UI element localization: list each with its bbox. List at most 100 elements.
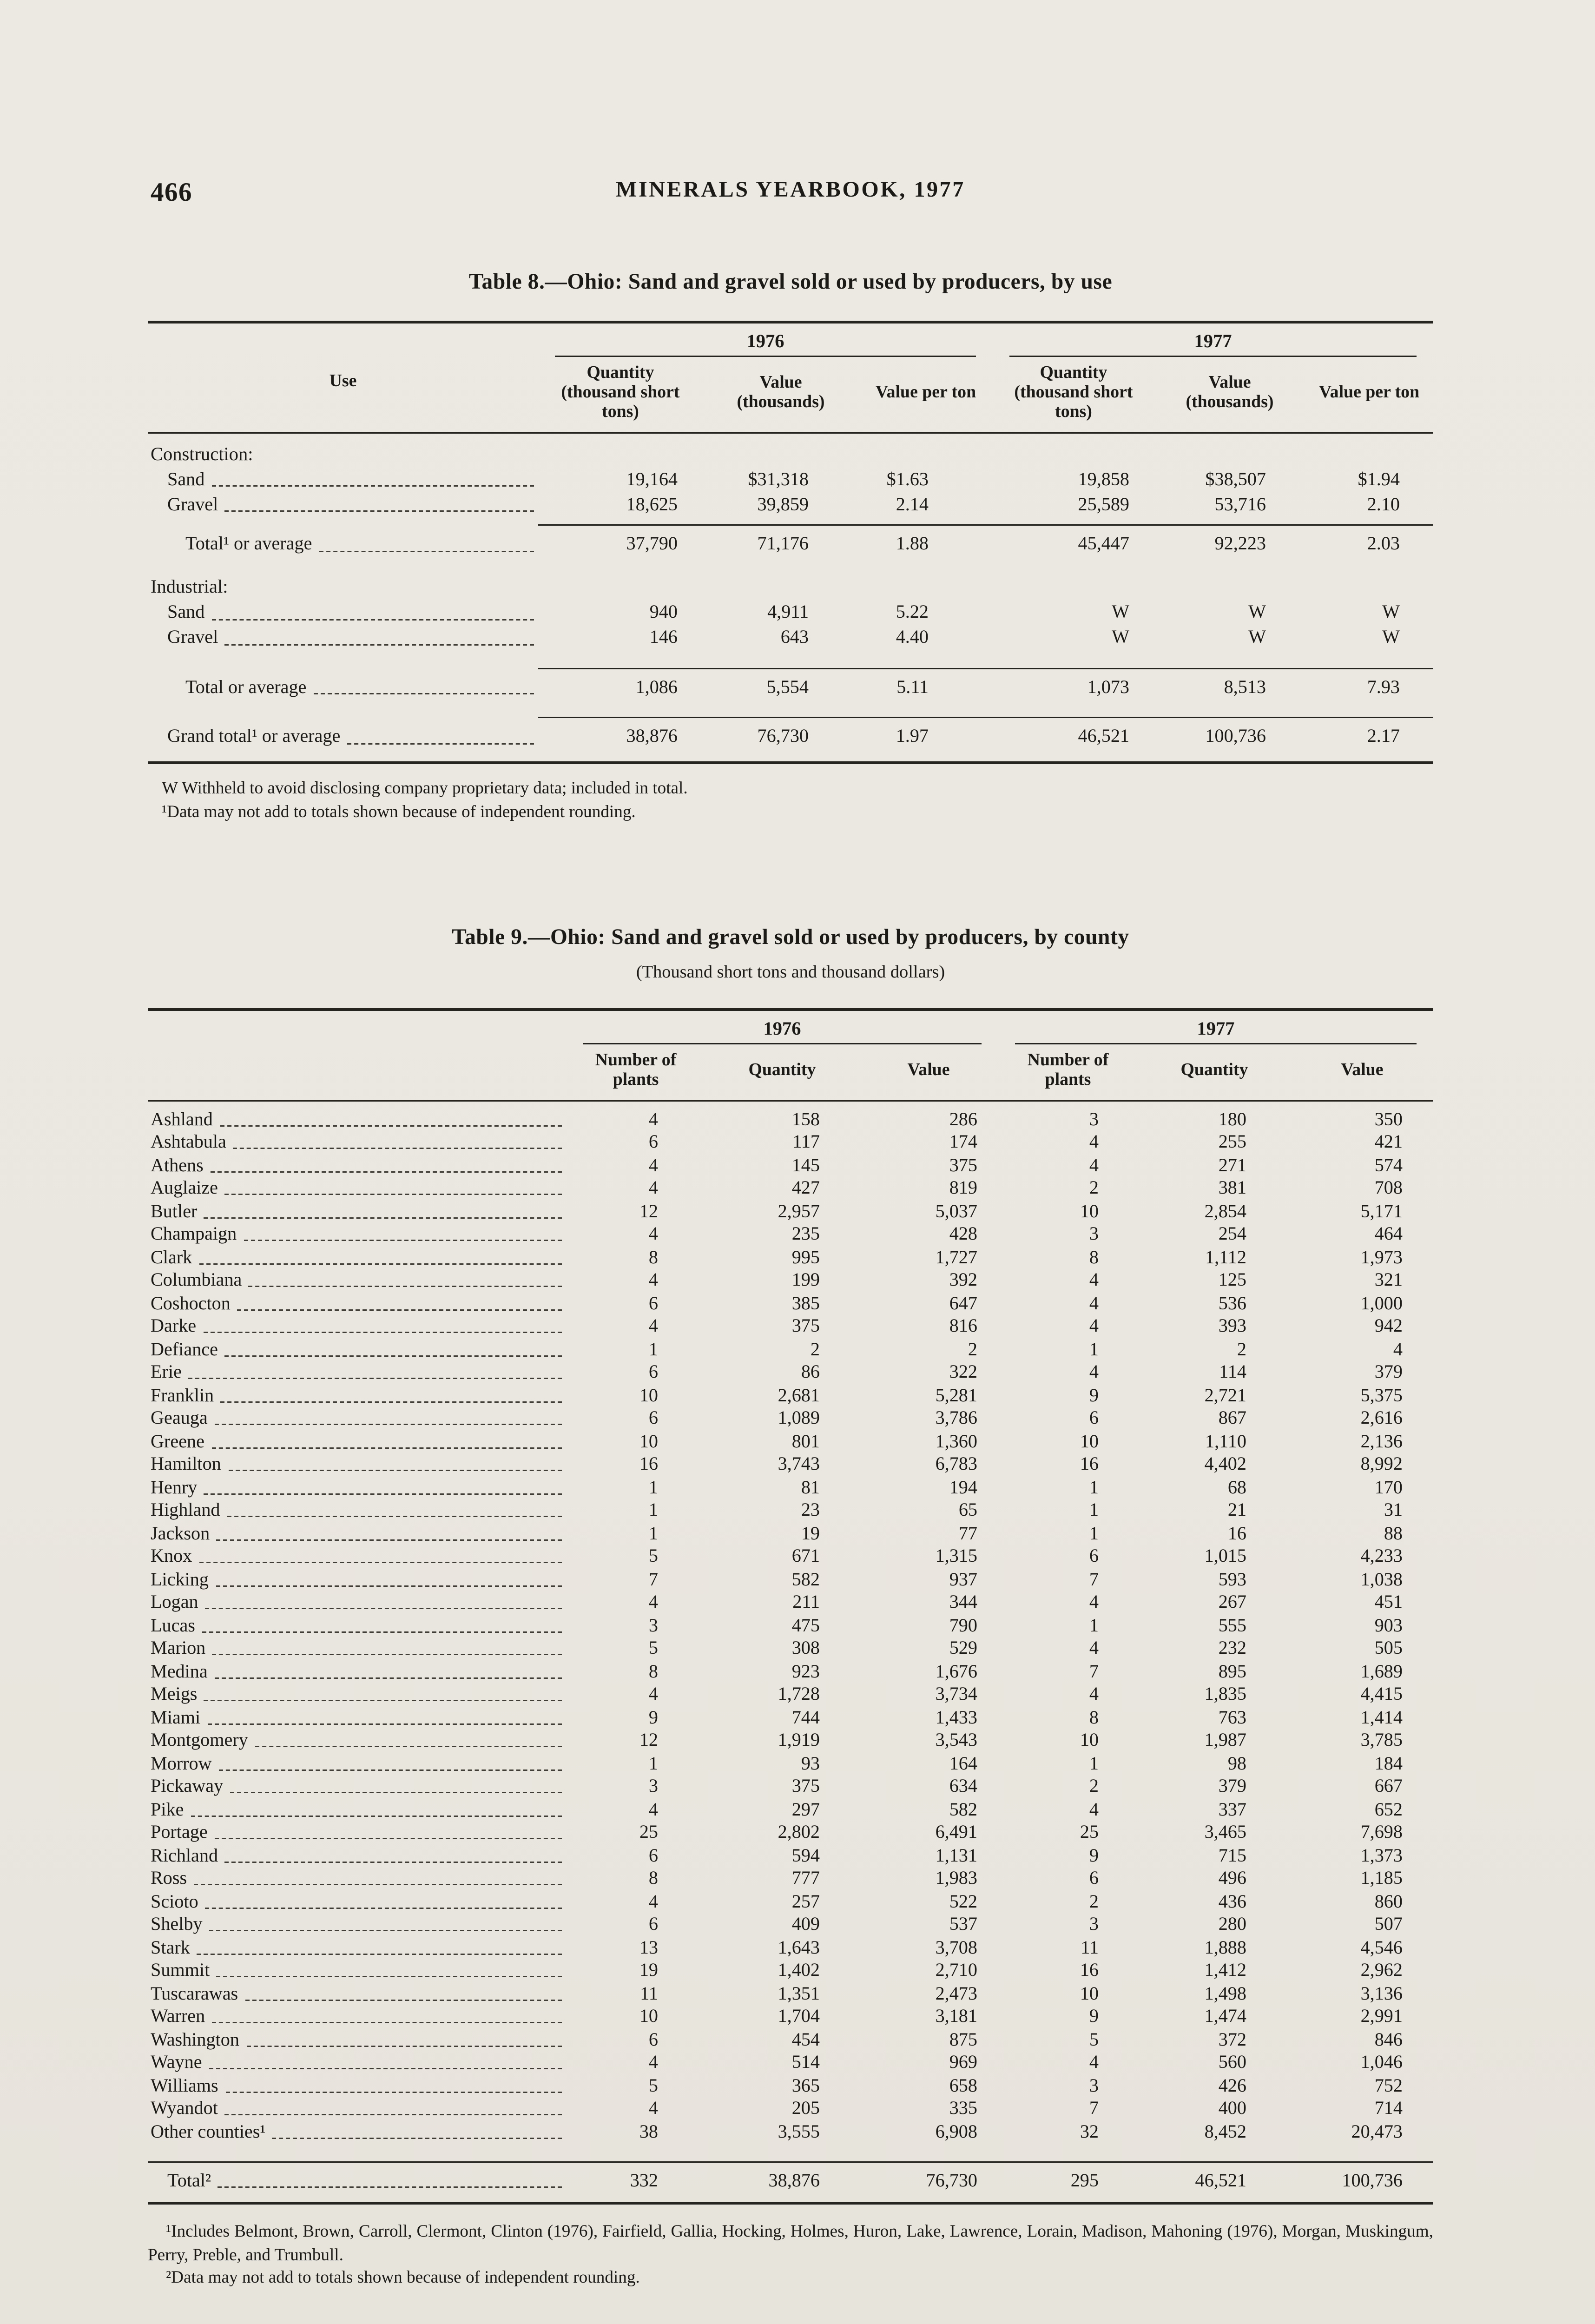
spacer-cell	[148, 557, 1433, 575]
value-cell: 1,073	[993, 667, 1154, 700]
value-cell: 1	[1089, 1338, 1099, 1359]
value-cell: 1,728	[778, 1683, 820, 1704]
dash-leader	[237, 1308, 562, 1310]
table9-row: Stark 13 1,643 3,708 11 1,888 4,546	[148, 1936, 1433, 1960]
value-cell: 744	[791, 1706, 820, 1727]
table9-row: Tuscarawas 11 1,351 2,473 10 1,498 3,136	[148, 1982, 1433, 2006]
table9-row: Ashtabula 6 117 174 4 255 421	[148, 1131, 1433, 1154]
value-cell: 286	[949, 1108, 977, 1129]
value-cell: 1,474	[1204, 2005, 1246, 2027]
row-label-wrap: Clark	[151, 1246, 566, 1269]
value-cell: 2,854	[1204, 1200, 1246, 1221]
value-cell: 969	[949, 2051, 977, 2073]
value-cell: 3,543	[935, 1729, 977, 1750]
value-cell: 819	[949, 1177, 977, 1198]
value-cell: 232	[1218, 1637, 1246, 1658]
row-label-text: Geauga	[151, 1407, 208, 1428]
value-cell: 3	[1089, 1108, 1099, 1129]
dash-leader	[313, 693, 534, 695]
row-label: Industrial:	[151, 576, 228, 598]
row-label: Montgomery	[148, 1729, 566, 1752]
row-label-text: Williams	[151, 2074, 218, 2095]
value-cell: 1,131	[935, 1844, 977, 1865]
value-cell	[859, 433, 993, 467]
value-cell: 6	[1089, 1545, 1099, 1566]
dash-leader	[209, 1930, 562, 1932]
value-cell: 3	[1089, 1223, 1099, 1244]
value-cell: 1,835	[1204, 1683, 1246, 1704]
row-label-wrap: Henry	[151, 1476, 566, 1499]
row-label-text: Meigs	[151, 1683, 198, 1704]
value-cell: 3	[1089, 1913, 1099, 1934]
row-label: Columbiana	[148, 1269, 566, 1292]
value-cell: 100,736	[1291, 2160, 1433, 2204]
value-cell: 582	[791, 1568, 820, 1589]
value-cell: 1	[1089, 1476, 1099, 1497]
col-header-quantity-1976: Quantity (thousand short tons)	[538, 356, 703, 434]
dash-leader	[212, 1654, 562, 1656]
dash-leader	[199, 1562, 562, 1564]
row-label: Total or average	[148, 668, 538, 700]
row-label-wrap: Erie	[151, 1361, 566, 1384]
value-cell: 1,038	[1360, 1568, 1403, 1589]
value-cell: $38,507	[1205, 468, 1266, 489]
value-cell: 381	[1218, 1177, 1246, 1198]
value-cell: 267	[1218, 1591, 1246, 1612]
value-cell: 117	[792, 1131, 820, 1152]
table9-row: Geauga 6 1,089 3,786 6 867 2,616	[148, 1407, 1433, 1430]
row-label-text: Erie	[151, 1361, 182, 1382]
value-cell: 1,046	[1360, 2051, 1403, 2073]
value-cell: 4	[648, 1269, 658, 1290]
value-cell: 375	[791, 1775, 820, 1796]
row-label-wrap: Shelby	[151, 1913, 566, 1936]
value-cell: 10	[639, 1430, 658, 1451]
value-cell: 100,736	[1154, 717, 1305, 764]
col-header-quantity-1976: Quantity	[705, 1044, 859, 1101]
dash-leader	[319, 550, 534, 552]
value-cell: 10	[639, 2005, 658, 2027]
value-cell: 2	[968, 1338, 977, 1359]
value-cell: 6	[648, 1131, 658, 1152]
value-cell: 8	[648, 1246, 658, 1267]
table9-row: Other counties¹ 38 3,555 6,908 32 8,452 20,473	[148, 2120, 1433, 2144]
value-cell: 68	[1227, 1476, 1246, 1497]
table9-row: Wayne 4 514 969 4 560 1,046	[148, 2051, 1433, 2074]
row-label: Richland	[148, 1844, 566, 1868]
value-cell: W	[1112, 627, 1129, 648]
table9-row: Summit 19 1,402 2,710 16 1,412 2,962	[148, 1959, 1433, 1982]
dash-leader	[224, 1354, 562, 1356]
value-cell: 5.11	[859, 667, 993, 700]
row-label-wrap: Richland	[151, 1844, 566, 1868]
row-label: Construction:	[151, 443, 253, 464]
table8-row: Construction:	[148, 433, 1433, 467]
value-cell: 18,625	[626, 493, 678, 515]
value-cell: 25	[1080, 1821, 1099, 1842]
value-cell: 10	[639, 1384, 658, 1405]
value-cell: 71,176	[703, 525, 859, 557]
value-cell: 4,402	[1204, 1453, 1246, 1474]
table8-row: Total or average 1,086 5,554 5.11 1,073 8,513…	[148, 667, 1433, 700]
row-label-text: Marion	[151, 1637, 206, 1658]
value-cell: 1,727	[935, 1246, 977, 1267]
value-cell: 4	[1089, 1269, 1099, 1290]
table8-row: Sand 940 4,911 5.22 W W W	[148, 600, 1433, 625]
row-label-wrap: Sand	[167, 600, 538, 625]
value-cell: 379	[1218, 1775, 1246, 1796]
row-label-text: Sand	[167, 468, 205, 489]
value-cell: 4,415	[1360, 1683, 1403, 1704]
value-cell: 335	[949, 2097, 977, 2119]
value-cell: 8,513	[1154, 667, 1305, 700]
value-cell: 6	[648, 1913, 658, 1934]
value-cell: 4	[648, 1798, 658, 1819]
table9-footnote-1: ¹Includes Belmont, Brown, Carroll, Clerm…	[148, 2221, 1433, 2264]
value-cell: 7,698	[1360, 1821, 1403, 1842]
spacer-row	[148, 650, 1433, 668]
value-cell: 1.88	[859, 525, 993, 557]
row-label-wrap: Tuscarawas	[151, 1982, 566, 2006]
row-label-wrap: Butler	[151, 1200, 566, 1223]
value-cell: 1,414	[1360, 1706, 1403, 1727]
table9-row: Shelby 6 409 537 3 280 507	[148, 1913, 1433, 1936]
value-cell: $31,318	[748, 468, 809, 489]
value-cell: 4	[1089, 1637, 1099, 1658]
value-cell: 205	[791, 2097, 820, 2119]
